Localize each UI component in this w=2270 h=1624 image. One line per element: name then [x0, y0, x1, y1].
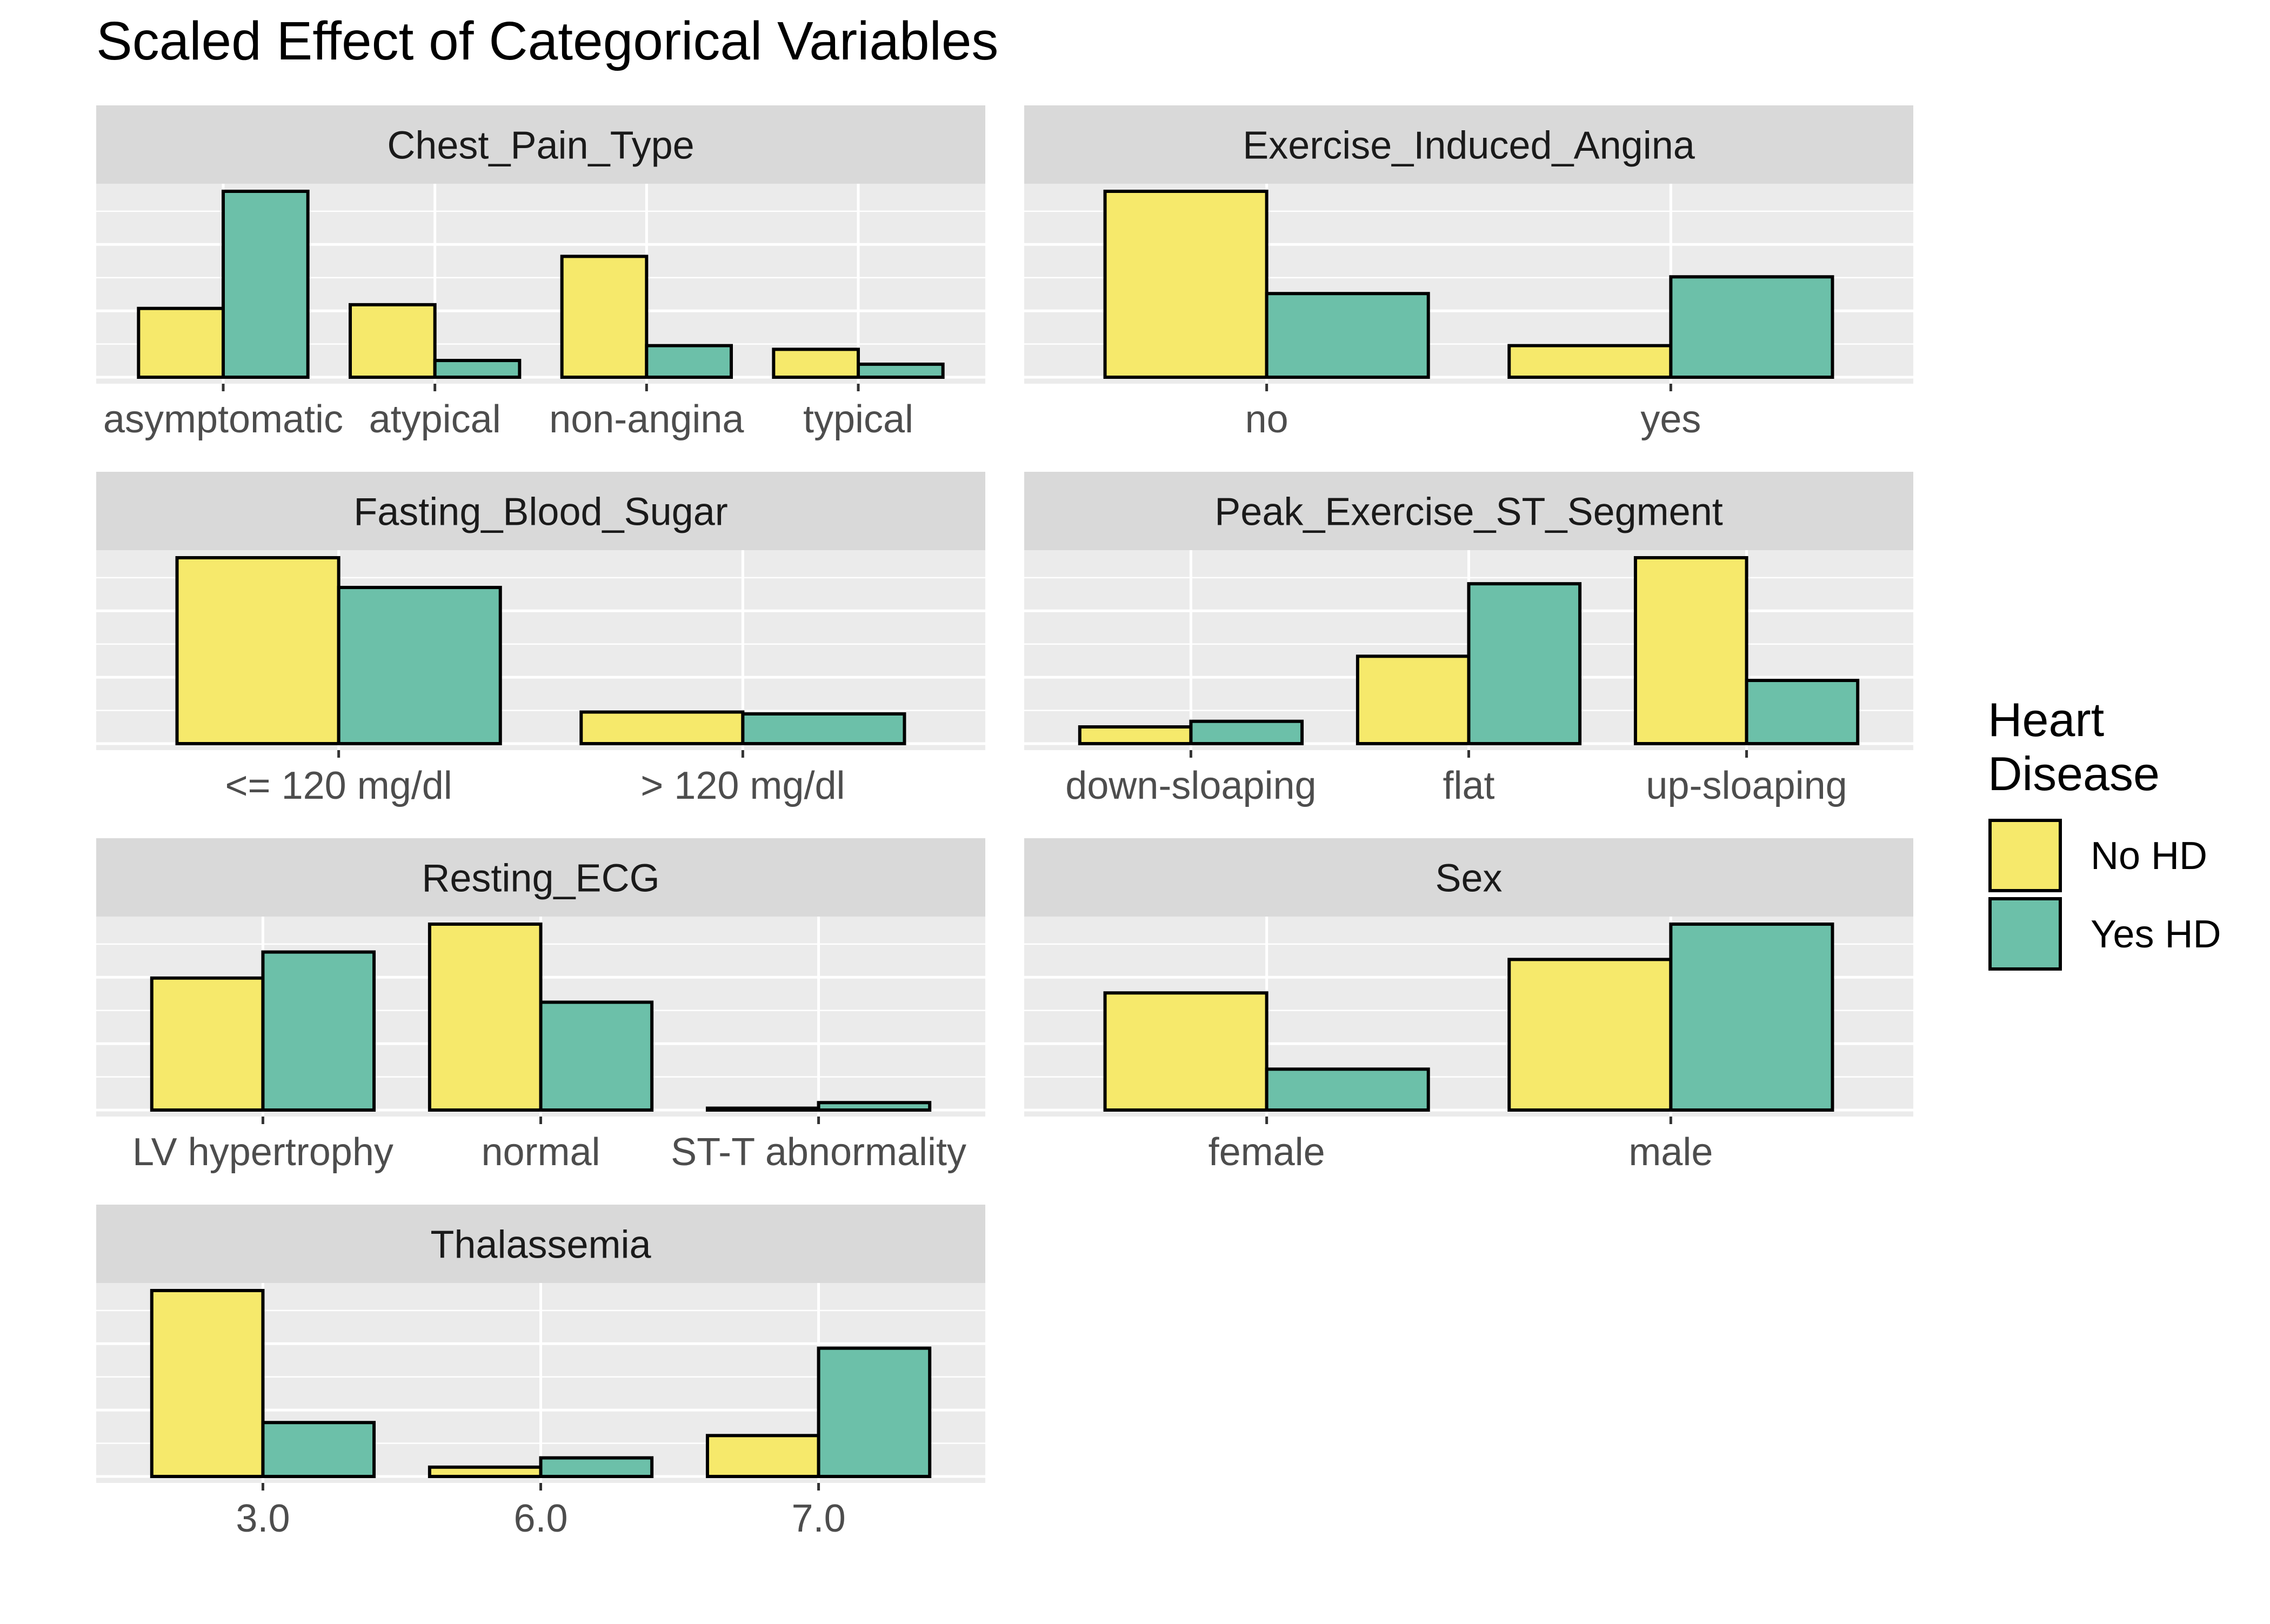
facet-strip-label: Thalassemia — [430, 1224, 651, 1267]
x-tick-label: down-sloaping — [1065, 764, 1316, 807]
bar-normal-no-hd — [428, 923, 543, 1112]
bar-flat-no-hd — [1356, 654, 1471, 745]
x-tick-label: > 120 mg/dl — [640, 764, 845, 807]
bar-normal-yes-hd — [539, 1000, 654, 1112]
x-tick-label: atypical — [369, 398, 501, 441]
bar-7-0-no-hd — [705, 1434, 820, 1479]
bar-up-sloaping-no-hd — [1633, 556, 1748, 745]
bar-120-mg-dl-no-hd — [579, 710, 745, 746]
facet-strip-label: Peak_Exercise_ST_Segment — [1214, 491, 1723, 534]
facet-strip — [96, 105, 985, 184]
facet-strip-label: Resting_ECG — [422, 857, 659, 900]
facet-panel-thalassemia: Thalassemia 3.0 6.0 7.0 — [96, 1205, 985, 1540]
x-tick-label: 7.0 — [792, 1497, 846, 1540]
facet-strip — [1024, 472, 1913, 550]
bar-st-t-abnormality-no-hd — [705, 1106, 820, 1112]
facet-strip — [1024, 105, 1913, 184]
x-tick-label: 3.0 — [236, 1497, 290, 1540]
bar-6-0-no-hd — [428, 1465, 543, 1479]
legend-key — [1988, 819, 2062, 892]
x-tick-label: yes — [1640, 398, 1701, 441]
bar-3-0-no-hd — [150, 1289, 265, 1478]
bar-yes-no-hd — [1507, 344, 1673, 379]
legend-title-line: Disease — [1988, 747, 2160, 800]
facet-strip-label: Sex — [1435, 857, 1502, 900]
facet-panel-sex: Sex female male — [1024, 838, 1913, 1174]
facet-strip — [1024, 838, 1913, 917]
bar-flat-yes-hd — [1467, 582, 1582, 746]
legend-title-line: Heart — [1988, 693, 2104, 746]
bar-yes-yes-hd — [1669, 275, 1834, 379]
x-tick-label: male — [1628, 1131, 1713, 1174]
bar-male-yes-hd — [1669, 923, 1834, 1112]
bar-non-angina-no-hd — [560, 255, 649, 379]
facet-strip — [96, 472, 985, 550]
bar-typical-no-hd — [772, 347, 860, 379]
facet-strip-label: Exercise_Induced_Angina — [1243, 124, 1695, 168]
facet-panel-chest-pain-type: Chest_Pain_Type asymptomatic atypical non-a… — [96, 105, 985, 441]
x-tick-label: LV hypertrophy — [132, 1131, 393, 1174]
bar-typical-yes-hd — [857, 362, 945, 379]
facet-panel-peak-exercise-st-segment: Peak_Exercise_ST_Segment down-sloaping fla… — [1024, 472, 1913, 807]
x-tick-label: <= 120 mg/dl — [225, 764, 452, 807]
bar-female-no-hd — [1103, 991, 1268, 1112]
bar-120-mg-dl-yes-hd — [337, 586, 502, 746]
x-tick-label: normal — [481, 1131, 600, 1174]
bar-asymptomatic-yes-hd — [222, 190, 310, 379]
x-tick-label: typical — [803, 398, 913, 441]
bar-120-mg-dl-no-hd — [175, 556, 340, 745]
facet-strip-label: Fasting_Blood_Sugar — [353, 491, 727, 534]
bar-st-t-abnormality-yes-hd — [817, 1101, 932, 1112]
bar-non-angina-yes-hd — [645, 344, 733, 379]
bar-up-sloaping-yes-hd — [1745, 679, 1860, 746]
legend-key — [1988, 897, 2062, 971]
legend-item-no-hd: No HD — [1988, 819, 2207, 892]
legend-label: No HD — [2091, 834, 2207, 878]
bar-atypical-no-hd — [349, 303, 437, 379]
x-tick-label: non-angina — [549, 398, 744, 441]
chart-title: Scaled Effect of Categorical Variables — [96, 11, 998, 71]
bar-lv-hypertrophy-no-hd — [150, 976, 265, 1112]
bar-asymptomatic-no-hd — [137, 306, 225, 379]
x-tick-label: asymptomatic — [103, 398, 343, 441]
x-tick-label: female — [1209, 1131, 1325, 1174]
legend-item-yes-hd: Yes HD — [1988, 897, 2221, 971]
facet-panel-resting-ecg: Resting_ECG LV hypertrophy normal ST-T abno… — [96, 838, 985, 1174]
bar-down-sloaping-yes-hd — [1189, 719, 1304, 745]
facet-strip-label: Chest_Pain_Type — [387, 124, 694, 168]
facet-strip — [96, 838, 985, 917]
bar-atypical-yes-hd — [433, 359, 522, 379]
legend-label: Yes HD — [2091, 913, 2221, 956]
bar-3-0-yes-hd — [261, 1421, 376, 1478]
x-tick-label: flat — [1443, 764, 1494, 807]
bar-120-mg-dl-yes-hd — [741, 712, 906, 745]
facet-panel-fasting-blood-sugar: Fasting_Blood_Sugar <= 120 mg/dl > 120 mg/… — [96, 472, 985, 807]
bar-no-yes-hd — [1265, 292, 1430, 379]
bar-no-no-hd — [1103, 190, 1268, 379]
x-tick-label: ST-T abnormality — [671, 1131, 966, 1174]
bar-male-no-hd — [1507, 958, 1673, 1112]
bar-6-0-yes-hd — [539, 1456, 654, 1479]
x-tick-label: up-sloaping — [1646, 764, 1847, 807]
facet-strip — [96, 1205, 985, 1283]
bar-down-sloaping-no-hd — [1078, 725, 1193, 746]
x-tick-label: no — [1245, 398, 1288, 441]
panels-layer: Chest_Pain_Type asymptomatic atypical non-a… — [96, 105, 1913, 1540]
bar-lv-hypertrophy-yes-hd — [261, 950, 376, 1112]
x-tick-label: 6.0 — [513, 1497, 568, 1540]
bar-7-0-yes-hd — [817, 1346, 932, 1478]
bar-female-yes-hd — [1265, 1067, 1430, 1112]
